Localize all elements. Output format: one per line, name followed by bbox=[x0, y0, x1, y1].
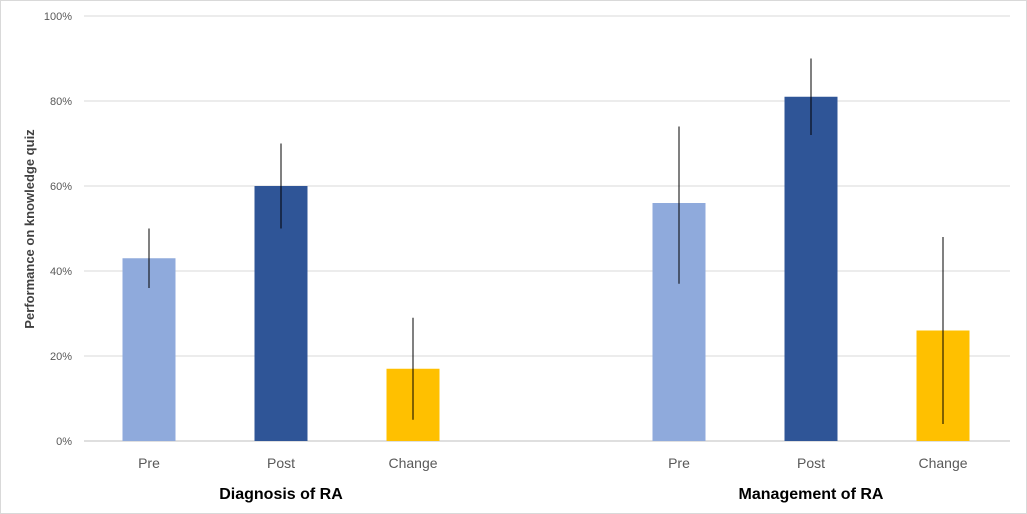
y-tick-label: 40% bbox=[50, 266, 72, 278]
category-label: Post bbox=[797, 455, 825, 471]
category-label: Change bbox=[388, 455, 437, 471]
group-label: Management of RA bbox=[739, 486, 884, 503]
y-tick-label: 20% bbox=[50, 351, 72, 363]
y-axis-label: Performance on knowledge quiz bbox=[22, 129, 37, 329]
bar bbox=[784, 96, 838, 441]
category-label: Post bbox=[267, 455, 295, 471]
category-label: Pre bbox=[668, 455, 690, 471]
y-tick-label: 0% bbox=[56, 436, 72, 448]
category-label: Change bbox=[918, 455, 967, 471]
bar bbox=[122, 258, 176, 441]
group-label: Diagnosis of RA bbox=[219, 486, 343, 503]
y-tick-label: 80% bbox=[50, 96, 72, 108]
y-tick-label: 100% bbox=[44, 11, 72, 23]
category-label: Pre bbox=[138, 455, 160, 471]
y-tick-label: 60% bbox=[50, 181, 72, 193]
